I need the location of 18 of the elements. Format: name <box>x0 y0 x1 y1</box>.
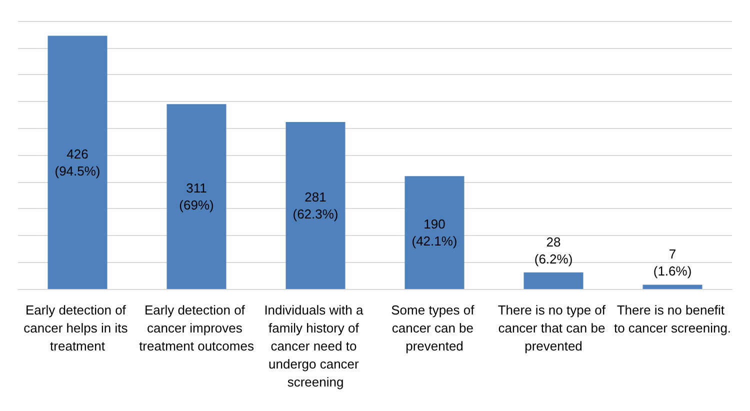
bar <box>286 122 346 289</box>
x-tick-label: There is no type of cancer that can be prevented <box>498 302 610 354</box>
x-tick-label: Individuals with a family history of cancer need to undergo cancer screening <box>264 302 367 390</box>
bar <box>642 284 702 289</box>
x-tick-label: Some types of cancer can be prevented <box>391 302 478 354</box>
data-label: 190 (42.1%) <box>412 216 458 249</box>
bar <box>404 176 464 289</box>
bar <box>48 36 108 289</box>
data-label: 311 (69%) <box>179 180 214 213</box>
data-label: 7 (1.6%) <box>653 246 692 279</box>
x-tick-label: Early detection of cancer improves treatment outcomes <box>139 302 254 354</box>
data-label: 28 (6.2%) <box>534 234 573 266</box>
bar <box>524 272 584 289</box>
data-label: 281 (62.3%) <box>292 190 338 222</box>
data-label: 426 (94.5%) <box>54 146 100 178</box>
x-tick-label: There is no benefit to cancer screening. <box>614 302 732 336</box>
bar <box>166 104 226 289</box>
x-tick-label: Early detection of cancer helps in its treatment <box>24 302 132 354</box>
